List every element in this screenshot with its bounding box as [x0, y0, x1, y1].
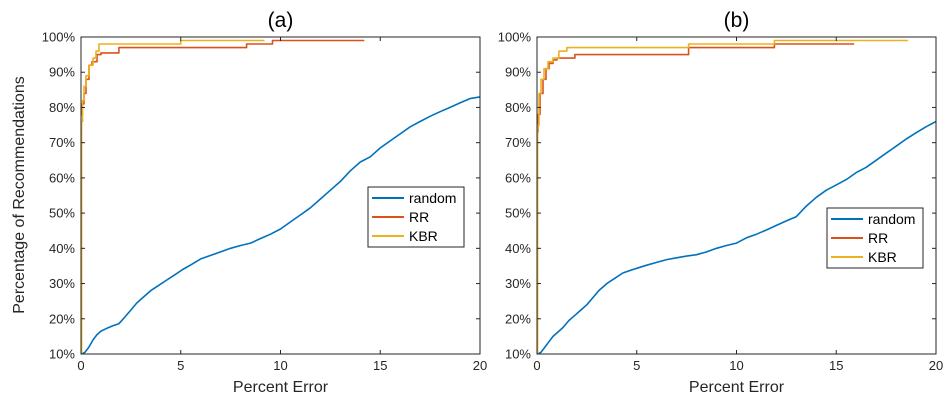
panel-a: 0 5 10 15 20 10% 20% 30% 40% 50% 60% 70% 80% 90% 100% (… [42, 9, 487, 396]
y-tick-label: 60% [49, 170, 75, 185]
x-tick-label: 20 [929, 358, 943, 373]
panel-title: (b) [724, 9, 750, 32]
plot-area [537, 37, 936, 354]
panel-b: 0 5 10 15 20 10% 20% 30% 40% 50% 60% 70% 80% 90% 100% (… [498, 9, 943, 396]
series-line-random [81, 96, 480, 354]
x-tick-label: 15 [829, 358, 843, 373]
x-tick-label: 10 [729, 358, 743, 373]
y-tick-label: 40% [505, 241, 531, 256]
legend-label-kbr: KBR [409, 228, 438, 244]
x-tick-label: 0 [533, 358, 540, 373]
legend-label-rr: RR [868, 230, 888, 246]
x-tick-label: 5 [177, 358, 184, 373]
y-tick-label: 40% [49, 241, 75, 256]
y-tick-label: 30% [505, 276, 531, 291]
y-tick-label: 10% [505, 347, 531, 362]
y-tick-label: 90% [49, 65, 75, 80]
y-tick-label: 20% [505, 311, 531, 326]
y-tick-label: 20% [49, 311, 75, 326]
x-tick-label: 15 [373, 358, 387, 373]
x-axis-label: Percent Error [233, 379, 329, 396]
x-axis-label: Percent Error [689, 379, 785, 396]
y-tick-label: 90% [505, 65, 531, 80]
x-tick-label: 5 [633, 358, 640, 373]
y-axis-label: Percentage of Recommendations [11, 76, 28, 313]
series-line-random [537, 120, 936, 354]
y-tick-label: 80% [49, 100, 75, 115]
y-tick-label: 70% [505, 135, 531, 150]
legend: random RR KBR [826, 207, 924, 269]
series-line-kbr [537, 39, 909, 354]
panel-title: (a) [268, 9, 294, 32]
legend-label-random: random [868, 211, 915, 227]
y-tick-label: 100% [498, 30, 532, 45]
y-tick-label: 30% [49, 276, 75, 291]
legend: random RR KBR [367, 186, 465, 248]
y-tick-label: 70% [49, 135, 75, 150]
x-tick-label: 20 [473, 358, 487, 373]
legend-label-rr: RR [409, 209, 429, 225]
y-tick-label: 60% [505, 170, 531, 185]
y-tick-label: 50% [49, 206, 75, 221]
y-tick-label: 10% [49, 347, 75, 362]
legend-label-kbr: KBR [868, 249, 897, 265]
y-tick-label: 80% [505, 100, 531, 115]
legend-label-random: random [409, 190, 456, 206]
series-line-kbr [81, 39, 265, 354]
y-tick-label: 100% [42, 30, 76, 45]
y-tick-label: 50% [505, 206, 531, 221]
x-tick-label: 10 [273, 358, 287, 373]
x-tick-label: 0 [77, 358, 84, 373]
